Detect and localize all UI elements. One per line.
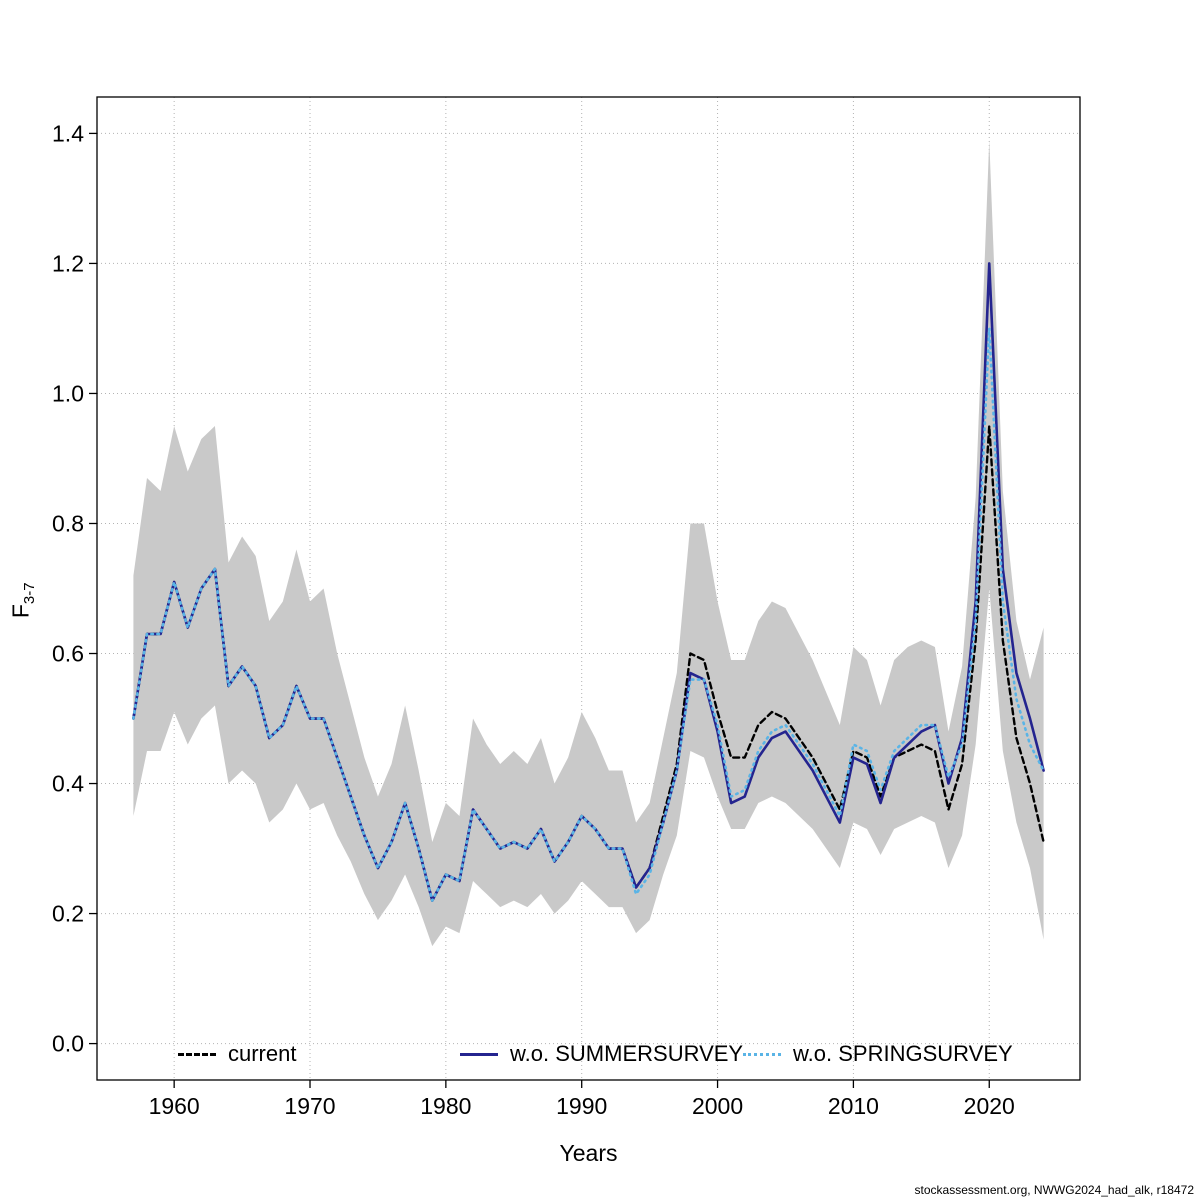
y-tick-label: 0.8 — [52, 510, 84, 536]
attribution-text: stockassessment.org, NWWG2024_had_alk, r… — [914, 1183, 1194, 1197]
x-axis-title: Years — [559, 1140, 618, 1166]
legend-line-sample-wo-springsurvey — [743, 1052, 781, 1056]
x-tick-label: 2020 — [964, 1093, 1015, 1119]
y-tick-label: 0.0 — [52, 1031, 84, 1057]
legend-item-current: current — [178, 1041, 296, 1067]
x-tick-label: 2010 — [828, 1093, 879, 1119]
x-tick-label: 2000 — [692, 1093, 743, 1119]
y-tick-label: 0.4 — [52, 771, 84, 797]
legend-line-sample-current — [178, 1052, 216, 1056]
legend-label-current: current — [228, 1041, 297, 1066]
series-line-w-o-springsurvey — [132, 327, 1045, 902]
legend-label-wo-springsurvey: w.o. SPRINGSURVEY — [793, 1041, 1013, 1066]
y-tick-label: 0.6 — [52, 641, 84, 667]
x-tick-label: 1990 — [556, 1093, 607, 1119]
plot-border — [96, 96, 1081, 1081]
y-tick-label: 1.0 — [52, 380, 84, 406]
legend-item-wo-summersurvey: w.o. SUMMERSURVEY — [460, 1041, 743, 1067]
legend-line-sample-wo-summersurvey — [460, 1052, 498, 1056]
x-tick-label: 1960 — [149, 1093, 200, 1119]
x-tick-label: 1970 — [284, 1093, 335, 1119]
confidence-band — [133, 139, 1044, 947]
y-tick-label: 1.4 — [52, 120, 84, 146]
legend-item-wo-springsurvey: w.o. SPRINGSURVEY — [743, 1041, 1013, 1067]
y-tick-label: 1.2 — [52, 250, 84, 276]
x-tick-label: 1980 — [420, 1093, 471, 1119]
legend-label-wo-summersurvey: w.o. SUMMERSURVEY — [510, 1041, 744, 1066]
y-tick-label: 0.2 — [52, 901, 84, 927]
